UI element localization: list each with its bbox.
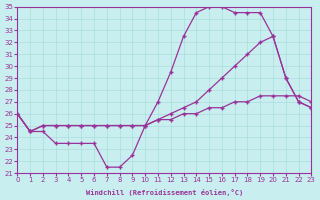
X-axis label: Windchill (Refroidissement éolien,°C): Windchill (Refroidissement éolien,°C) [86,189,243,196]
